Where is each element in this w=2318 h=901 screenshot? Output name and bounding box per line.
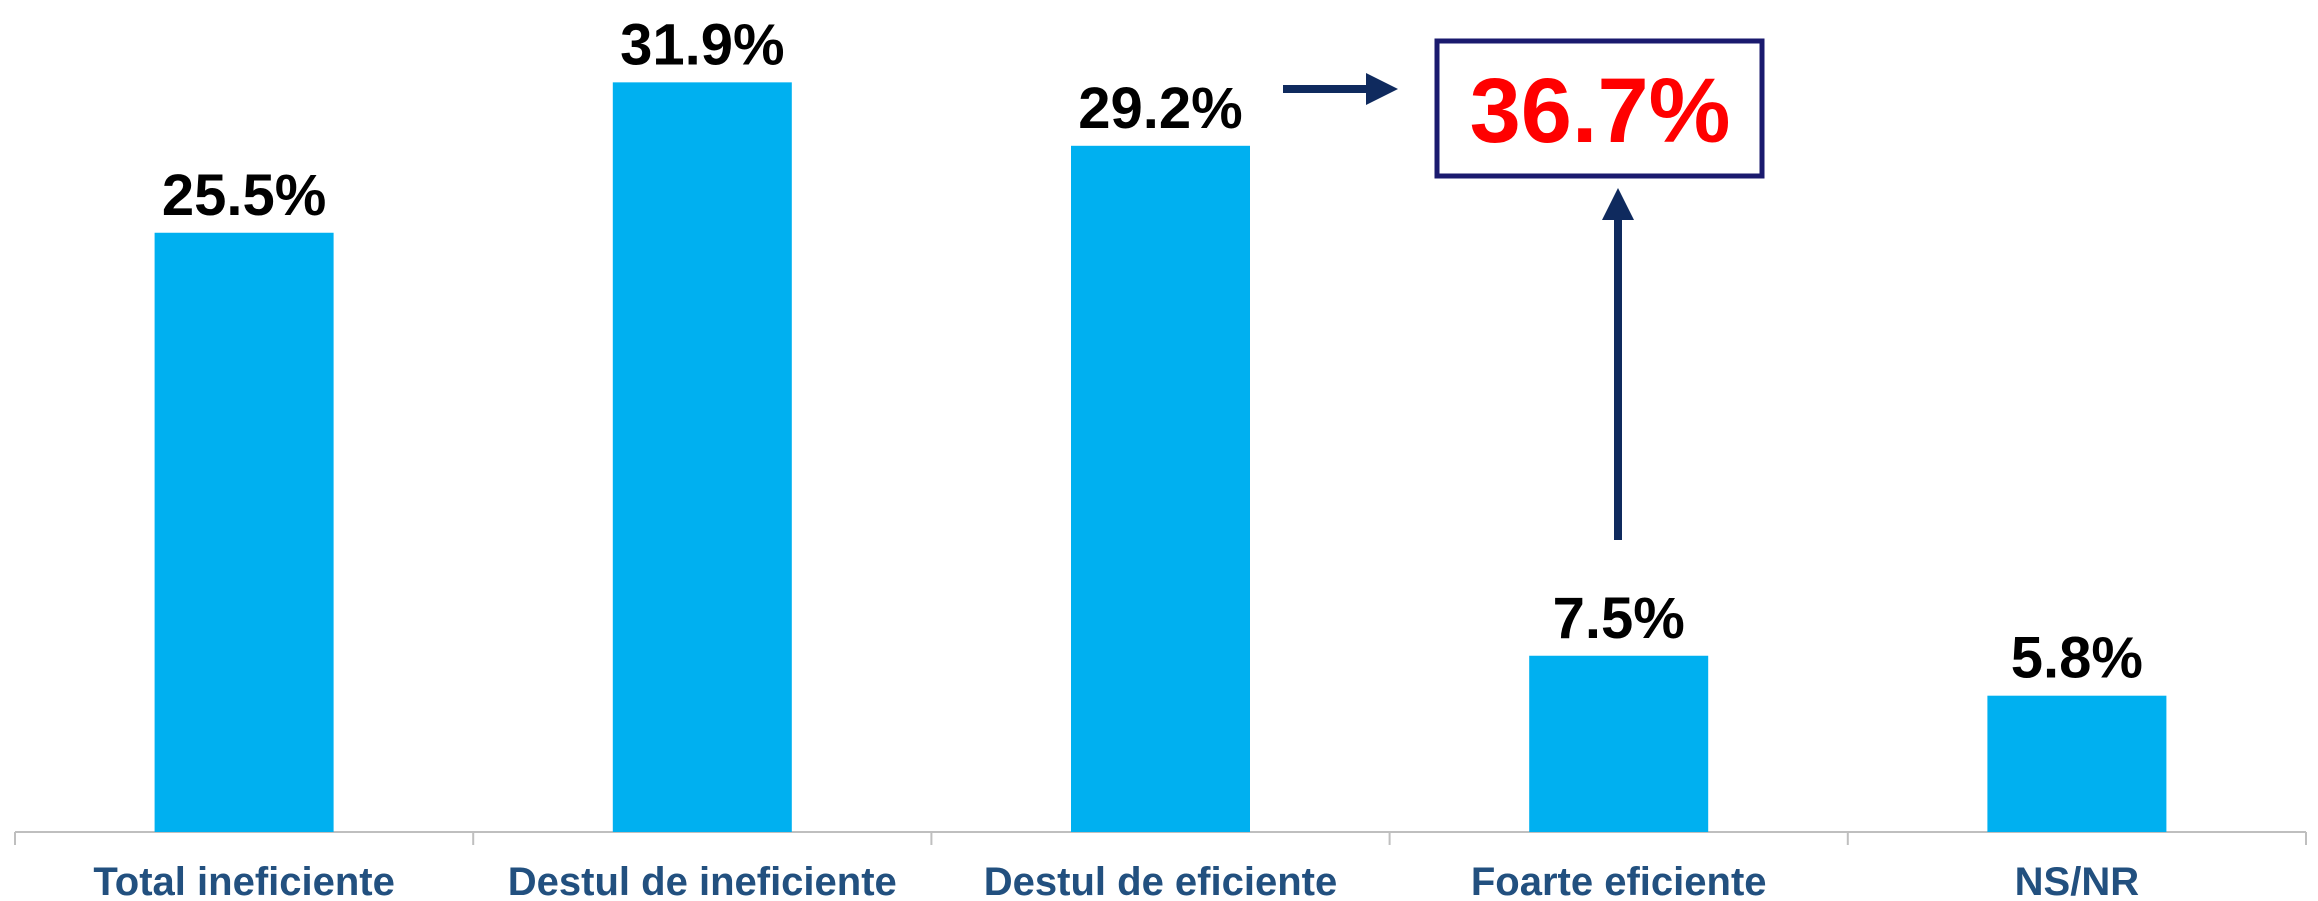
bar	[154, 232, 334, 832]
bar	[612, 82, 792, 833]
bar	[1071, 145, 1250, 833]
value-label: 29.2%	[1078, 76, 1242, 141]
annotation: 36.7%	[1470, 60, 1731, 162]
x-tick-label: NS/NR	[2015, 860, 2140, 901]
x-tick-label: Destul de eficiente	[984, 860, 1337, 901]
value-label: 5.8%	[2011, 626, 2143, 691]
annotation-box	[1434, 38, 1765, 179]
x-tick-label: Foarte eficiente	[1471, 860, 1767, 901]
x-tick-label: Destul de ineficiente	[508, 860, 897, 901]
bar	[1987, 695, 2167, 832]
x-tick-label: Total ineficiente	[93, 860, 395, 901]
value-label: 25.5%	[162, 163, 326, 228]
value-label: 31.9%	[620, 12, 784, 77]
bar	[1529, 655, 1709, 832]
value-label: 7.5%	[1553, 586, 1685, 651]
